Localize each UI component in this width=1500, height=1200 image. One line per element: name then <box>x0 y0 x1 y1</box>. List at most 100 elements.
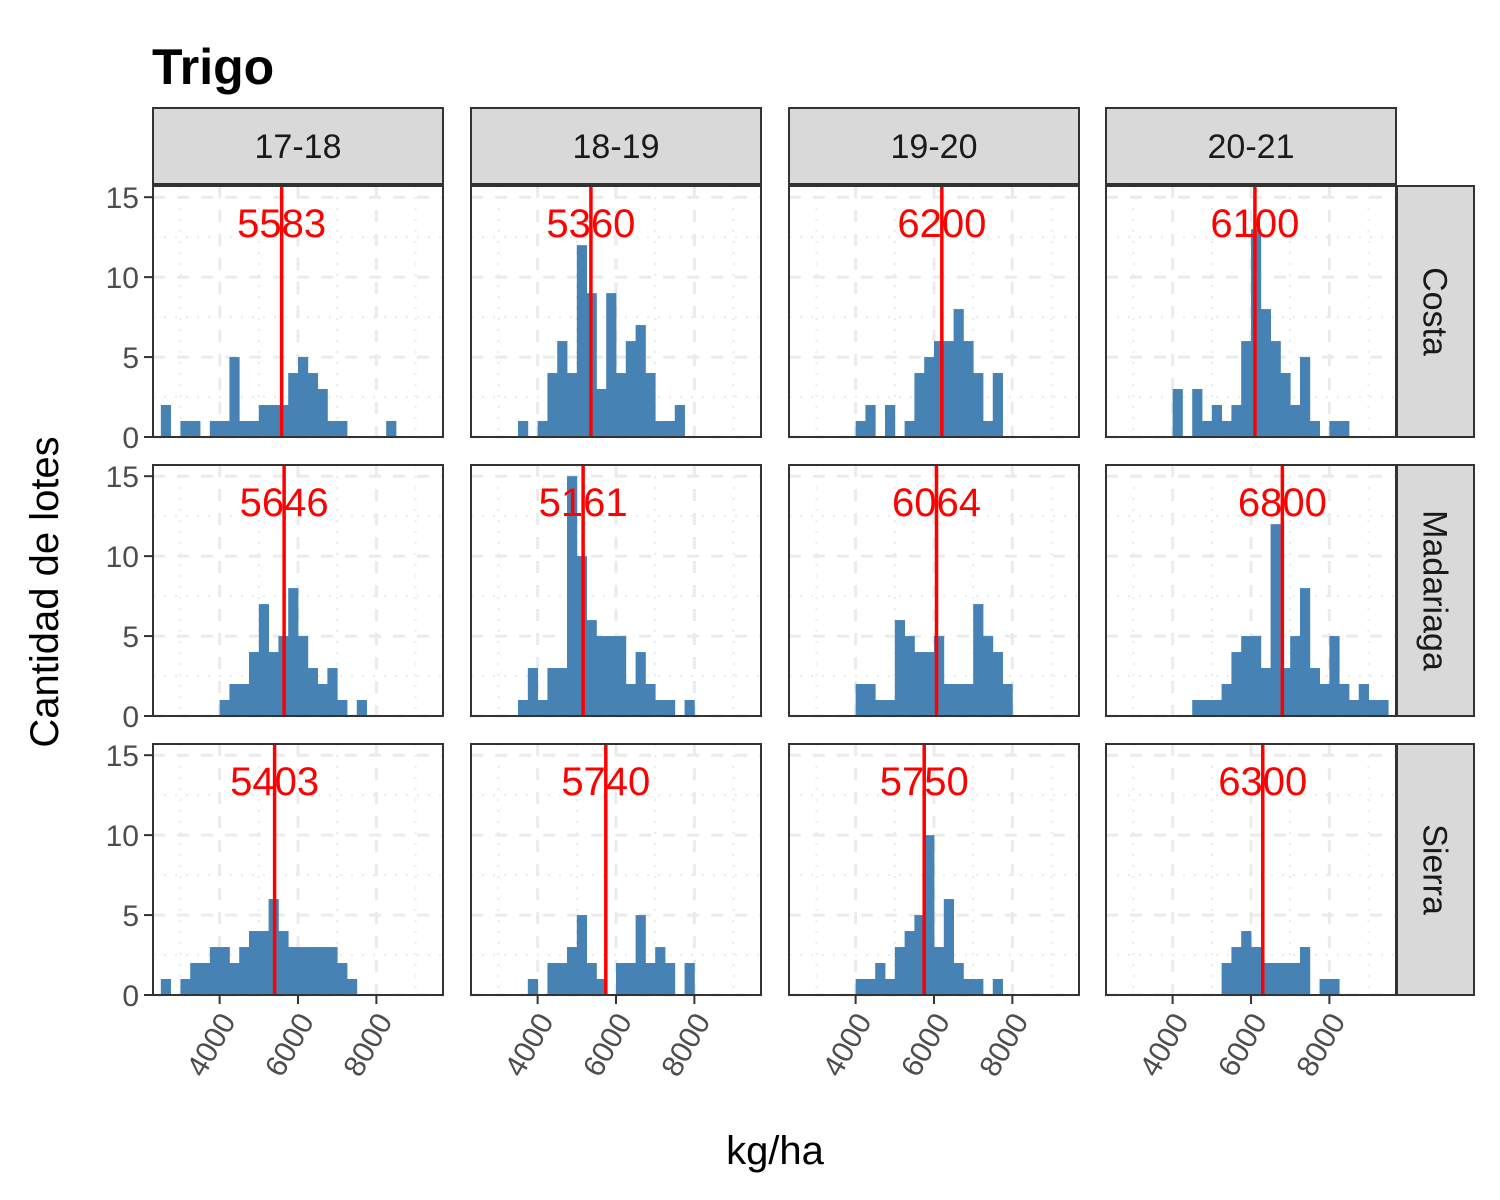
x-tick-label: 4000 <box>499 1008 561 1082</box>
histogram-bar <box>356 700 367 716</box>
y-tick-label: 15 <box>106 182 139 215</box>
x-tick-label: 8000 <box>655 1008 717 1082</box>
y-tick-label: 5 <box>122 621 139 654</box>
histogram-bar <box>875 963 886 995</box>
y-tick-label: 15 <box>106 740 139 773</box>
histogram-bar <box>992 373 1003 437</box>
histogram-bar <box>973 979 984 995</box>
histogram-bar <box>635 915 646 995</box>
histogram-bar <box>1192 700 1203 716</box>
histogram-bar <box>1358 684 1369 716</box>
median-label: 5360 <box>546 202 635 246</box>
histogram-bar <box>1290 405 1301 437</box>
histogram-bar <box>664 700 676 716</box>
histogram-bar <box>337 421 348 437</box>
histogram-bar <box>1299 588 1311 716</box>
panel-costa-18-19: 5360 <box>470 185 762 439</box>
histogram-bar <box>1290 963 1301 995</box>
panel-border <box>788 464 1080 717</box>
histogram-bar <box>537 421 548 437</box>
histogram-bar <box>180 421 191 437</box>
histogram-bar <box>894 947 906 995</box>
histogram-bar <box>625 684 636 716</box>
row-strip-label: Sierra <box>1416 824 1454 915</box>
histogram-bar <box>914 373 925 437</box>
median-label: 6200 <box>897 202 986 246</box>
histogram-bar <box>1290 636 1301 716</box>
column-strip-18-19: 18-19 <box>470 107 762 185</box>
histogram-bar <box>190 421 201 437</box>
histogram-bar <box>1241 341 1252 437</box>
row-strip-sierra: Sierra <box>1396 743 1475 996</box>
histogram-bar <box>1329 636 1340 716</box>
histogram-bar <box>576 915 588 995</box>
histogram-bar <box>904 636 915 716</box>
y-axes: 0 5 10 15 0 5 10 15 0 5 10 15 <box>106 182 153 1013</box>
x-axis: 4000 6000 8000 <box>817 995 1035 1082</box>
y-tick-label: 0 <box>122 422 139 455</box>
median-label: 5583 <box>237 202 326 246</box>
histogram-bar <box>317 389 328 437</box>
histogram-bar <box>239 684 250 716</box>
histogram-bar <box>239 421 250 437</box>
histogram-bar <box>1231 947 1242 995</box>
histogram-bar <box>865 405 876 437</box>
histogram-bar <box>934 341 945 437</box>
y-tick-label: 10 <box>106 820 139 853</box>
histogram-bar <box>1260 963 1271 995</box>
column-strip-background <box>1105 107 1397 185</box>
panel-border <box>152 464 444 717</box>
histogram-bar <box>1280 668 1291 716</box>
histogram-bar <box>298 357 309 437</box>
histogram-bar <box>953 684 964 716</box>
histogram-bar <box>219 700 230 716</box>
histogram-bar <box>258 604 270 716</box>
histogram-bar <box>249 931 260 995</box>
histogram-bar <box>1339 421 1350 437</box>
column-strip-20-21: 20-21 <box>1105 107 1397 185</box>
histogram-bar <box>288 373 299 437</box>
panel-madariaga-18-19: 5161 <box>470 464 762 718</box>
histogram-bar <box>1319 684 1330 716</box>
histogram-bar <box>1260 668 1271 716</box>
histogram-bar <box>885 700 896 716</box>
column-strip-background <box>470 107 762 185</box>
histogram-bar <box>596 979 607 995</box>
median-label: 5750 <box>880 760 969 804</box>
median-label: 5161 <box>539 481 628 525</box>
histogram-bar <box>616 373 627 437</box>
histogram-bar <box>268 405 279 437</box>
y-tick-label: 10 <box>106 262 139 295</box>
histogram-bar <box>567 373 578 437</box>
histogram-bar <box>1172 389 1183 437</box>
histogram-bar <box>307 668 318 716</box>
histogram-bar <box>616 636 627 716</box>
histogram-bar <box>982 421 994 437</box>
median-label: 6800 <box>1238 481 1327 525</box>
y-axis-title: Cantidad de lotes <box>23 436 67 747</box>
histogram-bar <box>229 357 240 437</box>
histogram-bar <box>973 373 984 437</box>
histogram-bar <box>684 700 695 716</box>
histogram-bar <box>1231 652 1242 716</box>
histogram-bar <box>229 684 240 716</box>
y-tick-label: 5 <box>122 342 139 375</box>
histogram-bar <box>1299 947 1311 995</box>
histogram-bar <box>885 405 896 437</box>
column-strip-17-18: 17-18 <box>152 107 444 185</box>
histogram-bar <box>674 405 685 437</box>
row-strips: Costa Madariaga Sierra <box>1396 185 1475 996</box>
histogram-bar <box>527 979 539 995</box>
median-label: 5740 <box>561 760 650 804</box>
row-strip-label: Madariaga <box>1416 510 1454 671</box>
histogram-bar <box>1231 405 1242 437</box>
histogram-bar <box>518 421 529 437</box>
y-tick-label: 15 <box>106 461 139 494</box>
histogram-bar <box>307 947 318 995</box>
chart-title: Trigo <box>152 39 274 95</box>
histogram-bar <box>278 405 289 437</box>
histogram-bar <box>557 668 568 716</box>
histogram-bar <box>1192 389 1203 437</box>
histogram-bar <box>655 947 666 995</box>
histogram-bar <box>1309 421 1320 437</box>
